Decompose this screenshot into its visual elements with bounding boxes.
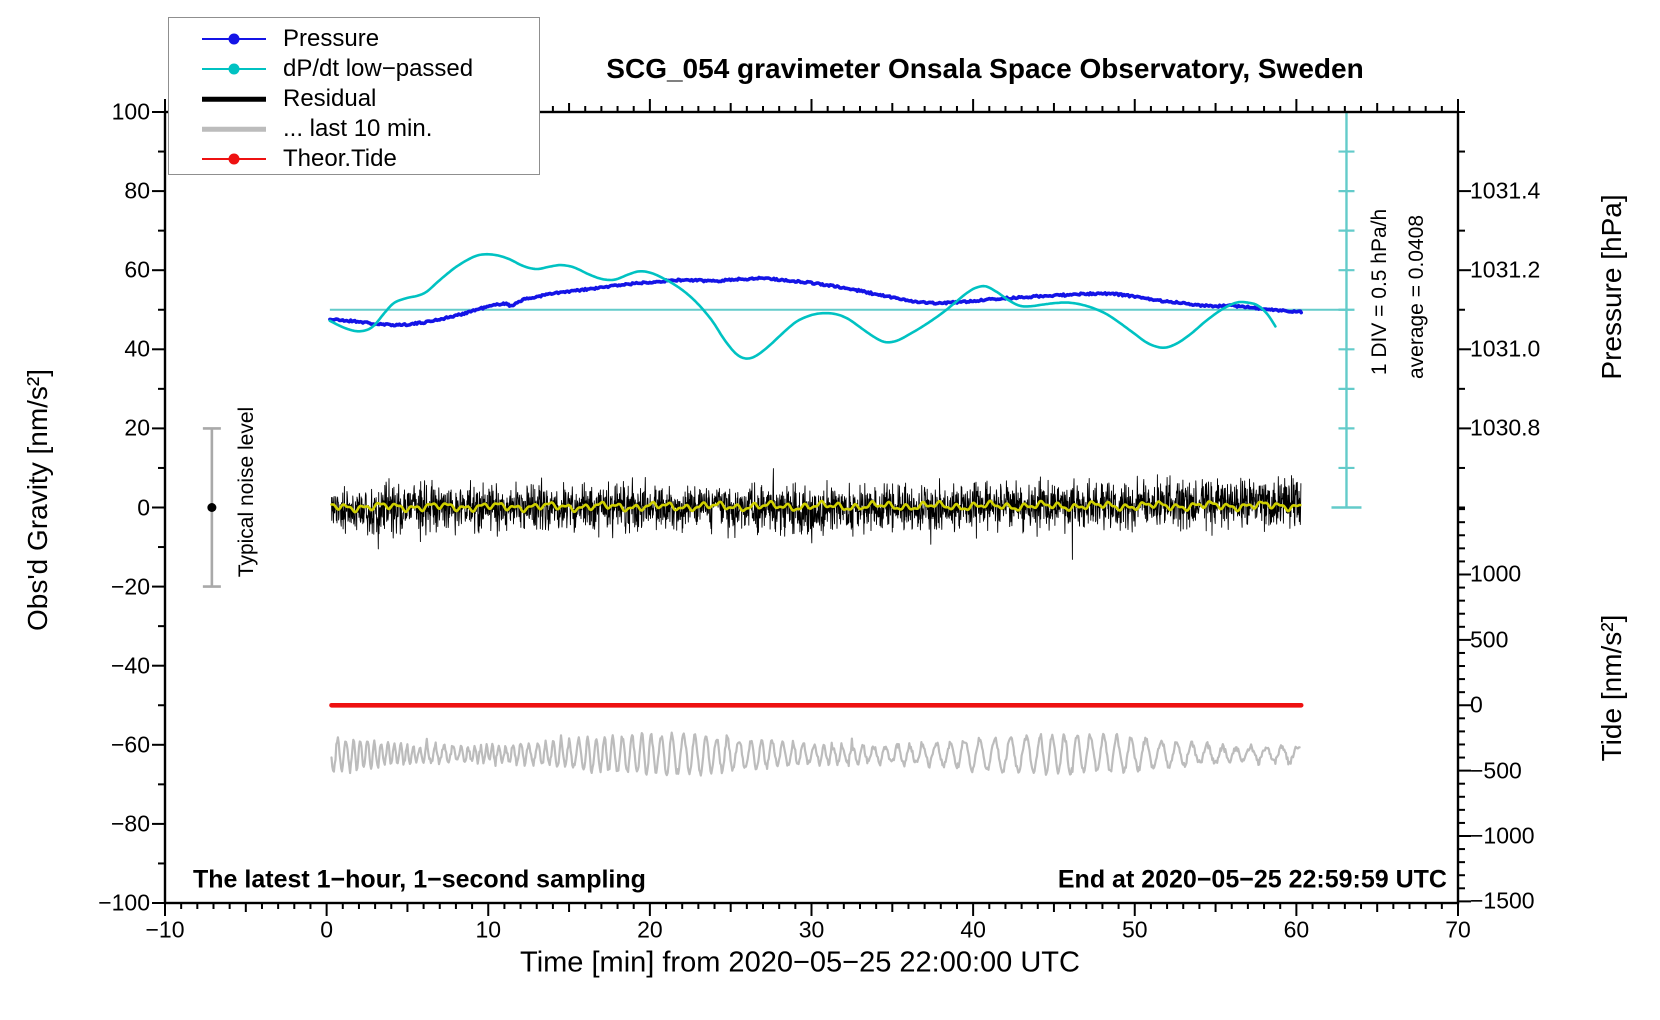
pressure-tick-label: 1031.0 — [1470, 335, 1541, 362]
reference-lines — [329, 112, 1362, 509]
div-scale-annotation: 1 DIV = 0.5 hPa/h — [1368, 208, 1391, 376]
noise-level-annotation: Typical noise level — [235, 406, 258, 578]
series-smoothed-residual — [330, 499, 1302, 514]
plot-frame — [163, 110, 1460, 905]
tide-tick-label: −1500 — [1470, 887, 1535, 914]
series-dp-dt-low-passed — [328, 252, 1277, 360]
series--last-10-min- — [330, 731, 1301, 777]
legend-label: ... last 10 min. — [283, 115, 433, 142]
tide-tick-label: 500 — [1470, 626, 1509, 653]
pressure-tick-label: 1031.4 — [1470, 177, 1541, 204]
x-tick-label: 0 — [320, 916, 334, 943]
tide-tick-label: 0 — [1470, 691, 1483, 718]
gravity-tick-label: 80 — [124, 177, 150, 204]
axes-frame — [152, 99, 1471, 916]
x-tick-label: 50 — [1121, 916, 1148, 943]
left-axis-title: Obs'd Gravity [nm/s²] — [22, 368, 53, 632]
data-series — [328, 252, 1304, 777]
x-tick-label: 60 — [1283, 916, 1310, 943]
sampling-note: The latest 1−hour, 1−second sampling — [193, 865, 646, 894]
legend-item-residual: Residual — [169, 84, 539, 114]
gravity-tick-label: 60 — [124, 256, 150, 283]
gravity-tick-label: −60 — [110, 731, 150, 758]
series-residual — [331, 468, 1302, 560]
gravity-tick-label: 100 — [111, 98, 150, 125]
tide-tick-label: 1000 — [1470, 560, 1522, 587]
gravity-tick-label: 20 — [124, 414, 150, 441]
legend-label: Pressure — [283, 25, 380, 52]
x-tick-label: −10 — [145, 916, 185, 943]
x-axis-title: Time [min] from 2020−05−25 22:00:00 UTC — [520, 946, 1080, 979]
gravity-tick-label: 40 — [124, 335, 150, 362]
noise-level-marker — [202, 427, 221, 588]
gravity-tick-label: −80 — [110, 810, 150, 837]
legend-label: Theor.Tide — [283, 145, 397, 172]
x-tick-label: 10 — [475, 916, 502, 943]
x-tick-label: 70 — [1445, 916, 1471, 943]
x-tick-label: 40 — [960, 916, 986, 943]
legend-label: dP/dt low−passed — [283, 55, 474, 82]
end-time-note: End at 2020−05−25 22:59:59 UTC — [1057, 865, 1447, 894]
pressure-line-icon — [202, 28, 266, 50]
last10min-line-icon — [202, 118, 266, 140]
gravity-tick-label: −40 — [110, 652, 150, 679]
legend-label: Residual — [283, 85, 377, 112]
noise-level-dot — [207, 503, 217, 512]
x-tick-label: 20 — [637, 916, 663, 943]
residual-line-icon — [202, 88, 266, 110]
pressure-axis-title: Pressure [hPa] — [1596, 194, 1627, 380]
tide-tick-label: −500 — [1470, 757, 1522, 784]
chart-title: SCG_054 gravimeter Onsala Space Observat… — [606, 53, 1364, 84]
legend: Pressure dP/dt low−passed Residual ... l… — [168, 17, 540, 175]
dpdt-line-icon — [202, 58, 266, 80]
pressure-tick-label: 1030.8 — [1470, 414, 1541, 441]
legend-item-pressure: Pressure — [169, 24, 539, 54]
gravity-tick-label: −20 — [110, 573, 150, 600]
pressure-tick-label: 1031.2 — [1470, 256, 1541, 283]
x-tick-label: 30 — [798, 916, 825, 943]
legend-item-last10min: ... last 10 min. — [169, 114, 539, 144]
legend-item-dpdt: dP/dt low−passed — [169, 54, 539, 84]
gravity-tick-label: −100 — [98, 889, 150, 916]
legend-item-theortide: Theor.Tide — [169, 144, 539, 174]
theortide-line-icon — [202, 148, 266, 170]
average-annotation: average = 0.0408 — [1405, 214, 1428, 380]
tide-tick-label: −1000 — [1470, 822, 1535, 849]
series-pressure — [328, 275, 1303, 328]
gravity-tick-label: 0 — [137, 494, 150, 520]
tide-axis-title: Tide [nm/s²] — [1596, 614, 1627, 762]
